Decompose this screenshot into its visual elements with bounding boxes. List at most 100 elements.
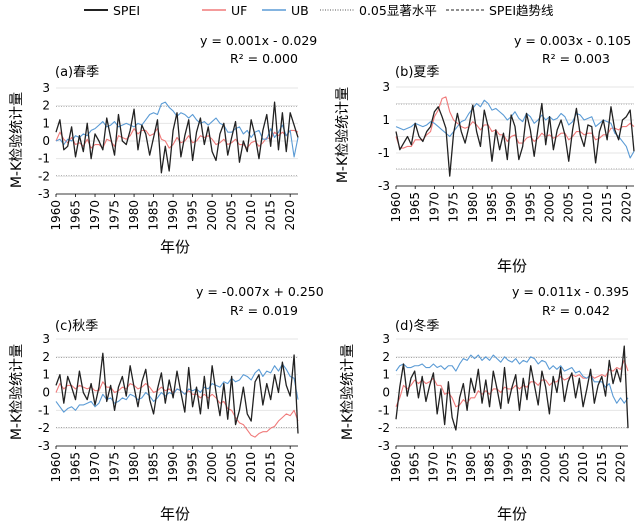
y-tick-label: 1 xyxy=(42,368,50,382)
y-tick-label: 1 xyxy=(382,113,390,127)
y-tick-label: -1 xyxy=(378,403,390,417)
x-tick-label: 1965 xyxy=(69,200,83,231)
y-tick-label: -3 xyxy=(38,439,50,453)
y-tick-label: 0 xyxy=(42,134,50,148)
legend-label-ub: UB xyxy=(291,3,309,18)
trend-r-squared: R² = 0.042 xyxy=(542,303,610,318)
x-tick-label: 1975 xyxy=(445,452,459,483)
legend-label-significance: 0.05显著水平 xyxy=(359,3,437,18)
y-tick-label: 3 xyxy=(382,80,390,94)
series-line-uf xyxy=(395,96,635,149)
x-tick-label: 1970 xyxy=(88,452,102,483)
x-tick-label: 2005 xyxy=(557,452,571,483)
y-tick-label: -1 xyxy=(378,146,390,160)
x-tick-label: 2005 xyxy=(225,200,239,231)
trend-r-squared: R² = 0.019 xyxy=(230,303,298,318)
x-tick-label: 2015 xyxy=(264,200,278,231)
x-tick-label: 2020 xyxy=(283,200,297,231)
x-tick-label: 1995 xyxy=(186,200,200,231)
x-tick-label: 1970 xyxy=(426,452,440,483)
x-tick-label: 2015 xyxy=(595,452,609,483)
panel-winter: y = 0.011x - 0.395 R² = 0.042 (d)冬季 M-K检… xyxy=(340,284,629,523)
x-tick-label: 1980 xyxy=(466,192,480,223)
x-tick-label: 2020 xyxy=(614,452,628,483)
x-tick-label: 2005 xyxy=(562,192,576,223)
y-tick-label: 2 xyxy=(382,350,390,364)
y-tick-label: 0 xyxy=(382,386,390,400)
x-tick-label: 1990 xyxy=(166,200,180,231)
series-line-spei xyxy=(395,345,629,431)
x-tick-label: 1990 xyxy=(504,192,518,223)
y-tick-label: 1 xyxy=(42,116,50,130)
x-tick-label: 2020 xyxy=(283,452,297,483)
x-tick-label: 1965 xyxy=(408,192,422,223)
x-tick-label: 1980 xyxy=(127,452,141,483)
y-tick-label: 1 xyxy=(382,368,390,382)
x-tick-label: 2000 xyxy=(539,452,553,483)
x-tick-label: 2000 xyxy=(543,192,557,223)
y-tick-label: -2 xyxy=(38,421,50,435)
y-tick-label: 2 xyxy=(42,350,50,364)
legend-label-trend: SPEI趋势线 xyxy=(489,3,554,18)
y-tick-label: 2 xyxy=(42,99,50,113)
x-tick-label: 1970 xyxy=(88,200,102,231)
x-tick-label: 1965 xyxy=(408,452,422,483)
x-tick-label: 1960 xyxy=(389,192,403,223)
y-tick-label: -3 xyxy=(378,179,390,193)
trend-equation: y = 0.011x - 0.395 xyxy=(512,284,629,299)
trend-r-squared: R² = 0.003 xyxy=(542,51,610,66)
y-axis-label: M-K检验统计量 xyxy=(9,344,25,440)
x-axis-label: 年份 xyxy=(497,505,527,523)
series-line-spei xyxy=(395,102,635,177)
x-tick-label: 2020 xyxy=(619,192,633,223)
legend: SPEI UF UB 0.05显著水平 SPEI趋势线 xyxy=(84,3,554,18)
series-line-ub xyxy=(395,99,635,159)
y-tick-label: -2 xyxy=(378,421,390,435)
series-line-ub xyxy=(55,363,299,413)
panel-label: (c)秋季 xyxy=(55,319,98,334)
legend-label-spei: SPEI xyxy=(113,3,140,18)
x-tick-label: 1965 xyxy=(69,452,83,483)
x-tick-label: 2015 xyxy=(600,192,614,223)
x-tick-label: 2010 xyxy=(581,192,595,223)
x-tick-label: 2010 xyxy=(244,200,258,231)
y-axis-label: M-K检验统计量 xyxy=(335,87,351,183)
x-tick-label: 1975 xyxy=(447,192,461,223)
x-tick-label: 1980 xyxy=(464,452,478,483)
trend-equation: y = 0.003x - 0.105 xyxy=(514,33,631,48)
x-tick-label: 2010 xyxy=(244,452,258,483)
series-line-uf xyxy=(55,128,299,149)
x-tick-label: 1995 xyxy=(523,192,537,223)
panel-summer: y = 0.003x - 0.105 R² = 0.003 (b)夏季 M-K检… xyxy=(335,33,635,275)
y-tick-label: -3 xyxy=(38,187,50,201)
x-tick-label: 1975 xyxy=(108,452,122,483)
y-tick-label: 3 xyxy=(382,332,390,346)
legend-label-uf: UF xyxy=(231,3,247,18)
y-tick-label: 3 xyxy=(42,81,50,95)
x-tick-label: 1985 xyxy=(147,200,161,231)
panel-autumn: y = -0.007x + 0.250 R² = 0.019 (c)秋季 M-K… xyxy=(9,284,324,523)
y-tick-label: 0 xyxy=(42,386,50,400)
y-axis-label: M-K检验统计量 xyxy=(340,344,356,440)
x-tick-label: 1980 xyxy=(127,200,141,231)
x-tick-label: 2015 xyxy=(264,452,278,483)
series-line-spei xyxy=(55,101,299,174)
panel-label: (d)冬季 xyxy=(395,318,439,334)
x-tick-label: 1985 xyxy=(485,192,499,223)
x-tick-label: 1985 xyxy=(483,452,497,483)
x-tick-label: 2010 xyxy=(576,452,590,483)
panel-label: (b)夏季 xyxy=(395,65,439,80)
y-tick-label: -2 xyxy=(38,169,50,183)
y-tick-label: 3 xyxy=(42,332,50,346)
x-axis-label: 年份 xyxy=(497,257,527,275)
x-tick-label: 1990 xyxy=(501,452,515,483)
x-axis-label: 年份 xyxy=(160,505,190,523)
x-axis-label: 年份 xyxy=(160,238,190,256)
x-tick-label: 1960 xyxy=(49,200,63,231)
y-tick-label: -1 xyxy=(38,403,50,417)
